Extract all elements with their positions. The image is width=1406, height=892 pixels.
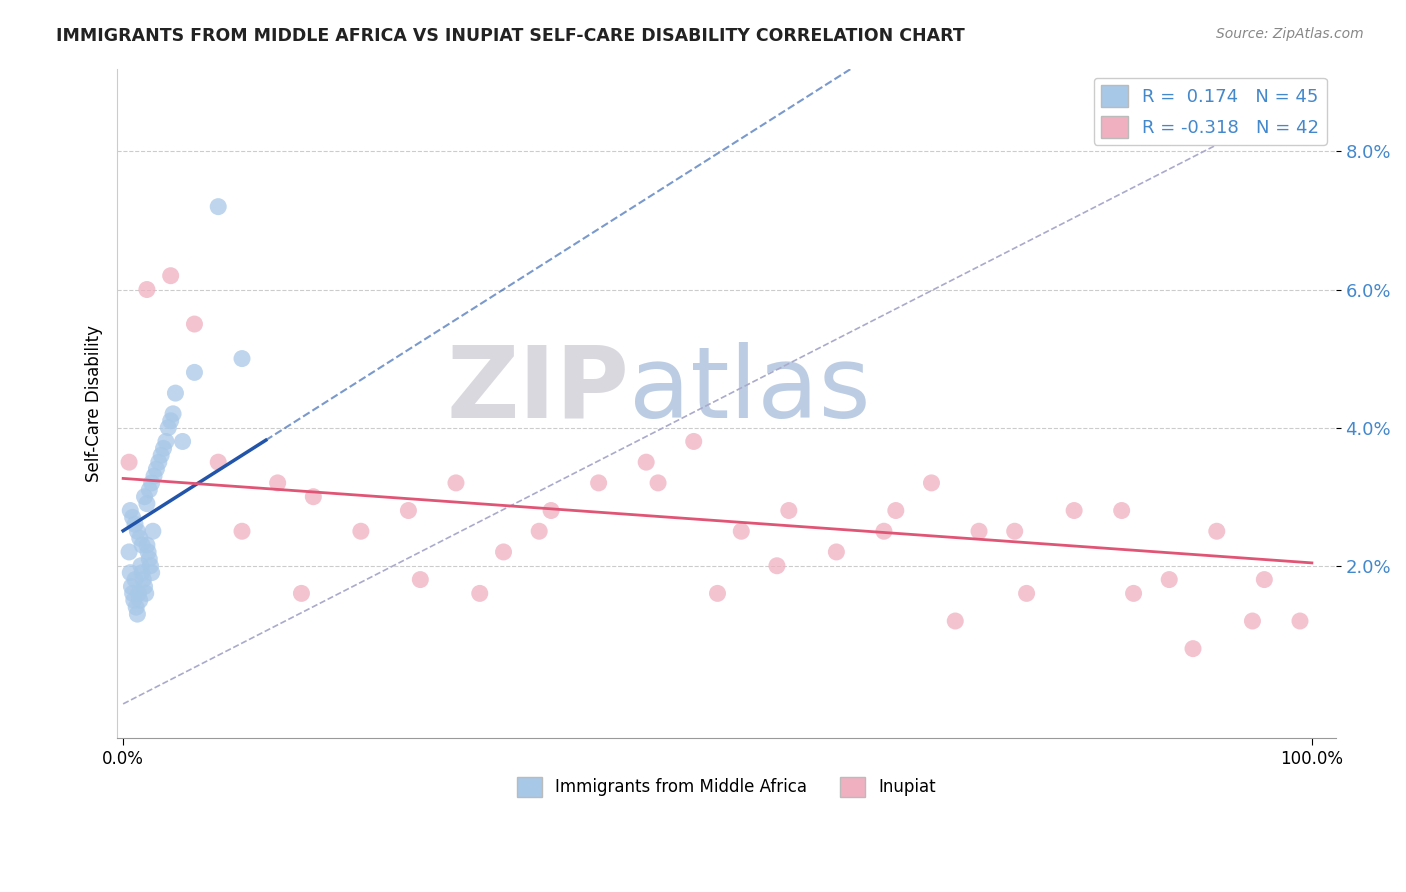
Y-axis label: Self-Care Disability: Self-Care Disability: [86, 325, 103, 482]
Point: [409, 573, 432, 587]
Point: [730, 524, 752, 539]
Point: [142, 524, 165, 539]
Point: [766, 558, 789, 573]
Point: [124, 517, 146, 532]
Point: [778, 503, 800, 517]
Point: [131, 566, 153, 580]
Point: [118, 545, 141, 559]
Point: [150, 448, 173, 462]
Point: [290, 586, 312, 600]
Point: [183, 365, 205, 379]
Point: [127, 524, 149, 539]
Point: [1289, 614, 1312, 628]
Point: [207, 200, 229, 214]
Point: [159, 268, 181, 283]
Point: [138, 552, 160, 566]
Point: [125, 600, 148, 615]
Point: [588, 475, 610, 490]
Point: [1004, 524, 1026, 539]
Point: [492, 545, 515, 559]
Point: [128, 593, 150, 607]
Point: [207, 455, 229, 469]
Point: [141, 566, 163, 580]
Point: [172, 434, 194, 449]
Point: [444, 475, 467, 490]
Point: [527, 524, 550, 539]
Text: Source: ZipAtlas.com: Source: ZipAtlas.com: [1216, 27, 1364, 41]
Point: [155, 434, 177, 449]
Point: [145, 462, 167, 476]
Point: [134, 579, 156, 593]
Point: [138, 483, 160, 497]
Point: [682, 434, 704, 449]
Point: [396, 503, 419, 517]
Point: [118, 455, 141, 469]
Point: [128, 531, 150, 545]
Point: [1205, 524, 1227, 539]
Point: [921, 475, 943, 490]
Point: [136, 545, 159, 559]
Point: [967, 524, 990, 539]
Point: [873, 524, 896, 539]
Point: [231, 524, 253, 539]
Point: [139, 558, 162, 573]
Point: [120, 503, 142, 517]
Point: [134, 490, 156, 504]
Point: [141, 475, 163, 490]
Point: [131, 538, 153, 552]
Point: [706, 586, 728, 600]
Point: [135, 586, 157, 600]
Point: [129, 558, 152, 573]
Point: [350, 524, 373, 539]
Point: [540, 503, 562, 517]
Point: [884, 503, 907, 517]
Point: [122, 593, 145, 607]
Text: IMMIGRANTS FROM MIDDLE AFRICA VS INUPIAT SELF-CARE DISABILITY CORRELATION CHART: IMMIGRANTS FROM MIDDLE AFRICA VS INUPIAT…: [56, 27, 965, 45]
Text: ZIP: ZIP: [446, 342, 628, 439]
Point: [121, 586, 143, 600]
Point: [302, 490, 325, 504]
Point: [1122, 586, 1144, 600]
Point: [231, 351, 253, 366]
Point: [468, 586, 491, 600]
Point: [157, 420, 180, 434]
Legend: Immigrants from Middle Africa, Inupiat: Immigrants from Middle Africa, Inupiat: [510, 770, 943, 804]
Point: [1015, 586, 1038, 600]
Point: [135, 497, 157, 511]
Point: [132, 573, 155, 587]
Point: [636, 455, 658, 469]
Point: [120, 566, 142, 580]
Point: [162, 407, 184, 421]
Point: [266, 475, 288, 490]
Point: [647, 475, 669, 490]
Point: [1063, 503, 1085, 517]
Point: [825, 545, 848, 559]
Point: [121, 510, 143, 524]
Point: [148, 455, 170, 469]
Point: [152, 442, 174, 456]
Point: [128, 586, 150, 600]
Text: atlas: atlas: [628, 342, 870, 439]
Point: [1159, 573, 1181, 587]
Point: [1241, 614, 1264, 628]
Point: [183, 317, 205, 331]
Point: [943, 614, 966, 628]
Point: [143, 469, 166, 483]
Point: [120, 579, 142, 593]
Point: [159, 414, 181, 428]
Point: [165, 386, 187, 401]
Point: [135, 283, 157, 297]
Point: [1182, 641, 1205, 656]
Point: [1253, 573, 1275, 587]
Point: [127, 607, 149, 621]
Point: [135, 538, 157, 552]
Point: [1111, 503, 1133, 517]
Point: [124, 573, 146, 587]
